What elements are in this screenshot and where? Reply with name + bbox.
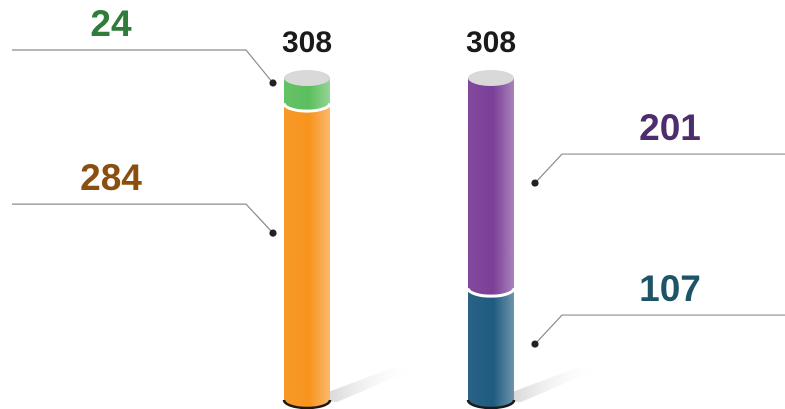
callout-dot bbox=[269, 229, 277, 237]
segment-separator bbox=[282, 102, 332, 113]
segment-value-label: 24 bbox=[90, 3, 132, 44]
bar-total-label: 308 bbox=[282, 26, 332, 59]
callout-line bbox=[534, 314, 785, 345]
bar-segment bbox=[468, 78, 514, 297]
callout-line bbox=[534, 153, 785, 184]
callout-dot bbox=[269, 79, 277, 87]
bar-segment bbox=[468, 288, 514, 408]
segment-value-label: 284 bbox=[80, 157, 142, 198]
bar-total-label: 308 bbox=[466, 26, 516, 59]
segment-value-label: 201 bbox=[639, 107, 701, 148]
bar-top-cap bbox=[284, 70, 330, 86]
segment-value-label: 107 bbox=[639, 268, 701, 309]
segment-separator bbox=[466, 287, 516, 298]
bar-segment bbox=[284, 103, 330, 408]
bar-shadow bbox=[491, 368, 601, 402]
bar-base-edge bbox=[466, 399, 516, 409]
callout-line bbox=[12, 49, 274, 84]
bar-base-edge bbox=[282, 399, 332, 409]
bar-segment bbox=[284, 78, 330, 112]
callout-line bbox=[12, 203, 274, 234]
bar-top-cap bbox=[468, 70, 514, 86]
bar-shadow bbox=[307, 368, 417, 402]
callout-dot bbox=[531, 340, 539, 348]
callout-dot bbox=[531, 179, 539, 187]
